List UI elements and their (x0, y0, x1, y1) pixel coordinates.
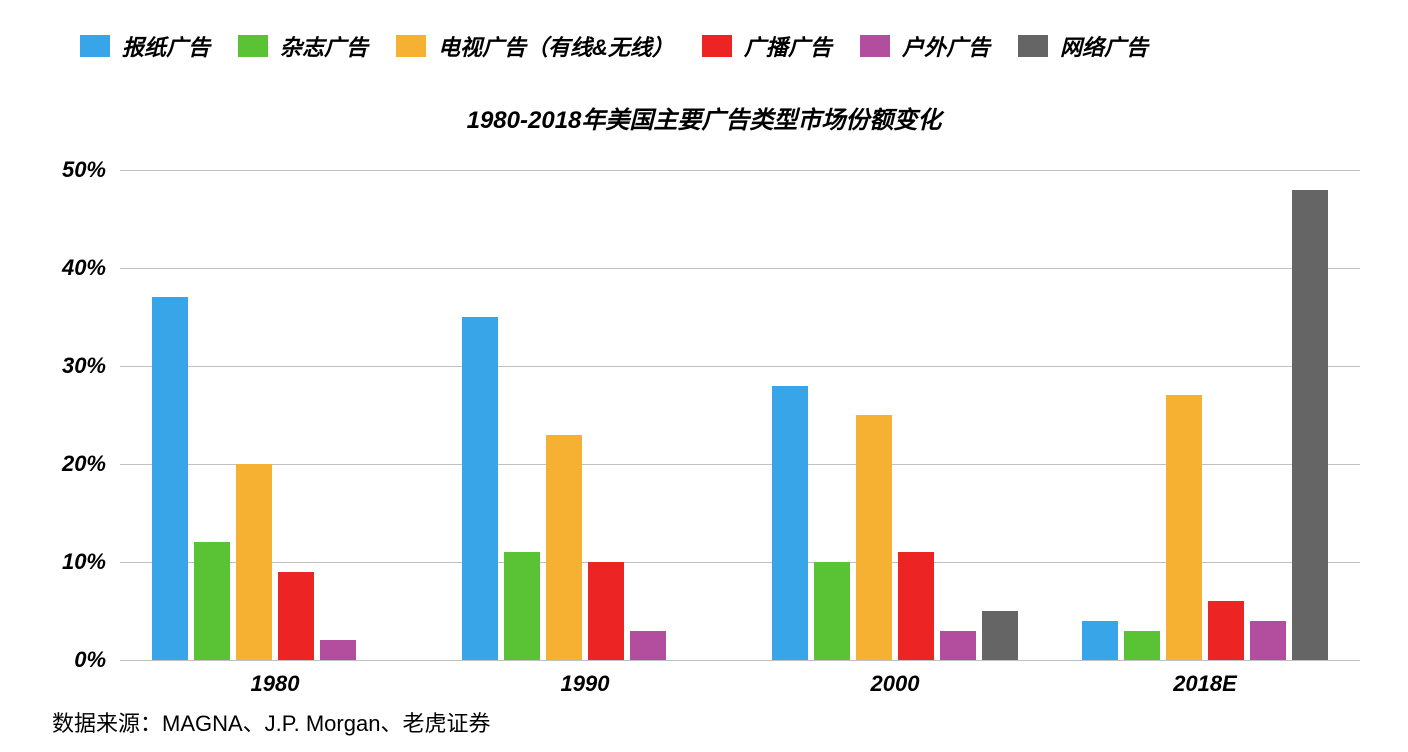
bar (194, 542, 230, 660)
bar (1166, 395, 1202, 660)
legend-label: 网络广告 (1060, 30, 1148, 62)
ytick-label: 10% (62, 549, 120, 575)
x-axis-labels: 1980 1990 2000 2018E (120, 665, 1360, 695)
bar (856, 415, 892, 660)
legend: 报纸广告 杂志广告 电视广告（有线&无线） 广播广告 户外广告 网络广告 (80, 30, 1348, 62)
legend-swatch (860, 35, 890, 57)
legend-swatch (238, 35, 268, 57)
gridline (120, 170, 1360, 171)
legend-item: 广播广告 (702, 30, 832, 62)
bar (1292, 190, 1328, 660)
ytick-label: 50% (62, 157, 120, 183)
bar (462, 317, 498, 660)
bar (1082, 621, 1118, 660)
legend-label: 电视广告（有线&无线） (438, 30, 674, 62)
bar (588, 562, 624, 660)
bar (1208, 601, 1244, 660)
legend-label: 广播广告 (744, 30, 832, 62)
xtick-label: 2000 (871, 671, 920, 697)
legend-swatch (1018, 35, 1048, 57)
legend-swatch (396, 35, 426, 57)
gridline (120, 268, 1360, 269)
ytick-label: 0% (74, 647, 120, 673)
xtick-label: 1990 (561, 671, 610, 697)
bar (982, 611, 1018, 660)
bar (1250, 621, 1286, 660)
ytick-label: 20% (62, 451, 120, 477)
legend-label: 杂志广告 (280, 30, 368, 62)
bar (152, 297, 188, 660)
bar (504, 552, 540, 660)
bar (320, 640, 356, 660)
source-label: 数据来源：MAGNA、J.P. Morgan、老虎证券 (52, 706, 490, 738)
bar (278, 572, 314, 660)
legend-label: 报纸广告 (122, 30, 210, 62)
bar (772, 386, 808, 660)
legend-swatch (702, 35, 732, 57)
gridline (120, 660, 1360, 661)
plot-area: 0%10%20%30%40%50% (120, 170, 1360, 660)
gridline (120, 366, 1360, 367)
bar (898, 552, 934, 660)
bar (546, 435, 582, 660)
bar (630, 631, 666, 660)
xtick-label: 2018E (1173, 671, 1237, 697)
legend-label: 户外广告 (902, 30, 990, 62)
bar (814, 562, 850, 660)
bar (1124, 631, 1160, 660)
legend-item: 电视广告（有线&无线） (396, 30, 674, 62)
ytick-label: 30% (62, 353, 120, 379)
legend-item: 网络广告 (1018, 30, 1148, 62)
legend-item: 户外广告 (860, 30, 990, 62)
legend-item: 杂志广告 (238, 30, 368, 62)
legend-item: 报纸广告 (80, 30, 210, 62)
bar (236, 464, 272, 660)
ytick-label: 40% (62, 255, 120, 281)
bar-chart: 报纸广告 杂志广告 电视广告（有线&无线） 广播广告 户外广告 网络广告 1980-201… (0, 0, 1408, 752)
chart-title: 1980-2018年美国主要广告类型市场份额变化 (0, 100, 1408, 135)
xtick-label: 1980 (251, 671, 300, 697)
legend-swatch (80, 35, 110, 57)
bar (940, 631, 976, 660)
